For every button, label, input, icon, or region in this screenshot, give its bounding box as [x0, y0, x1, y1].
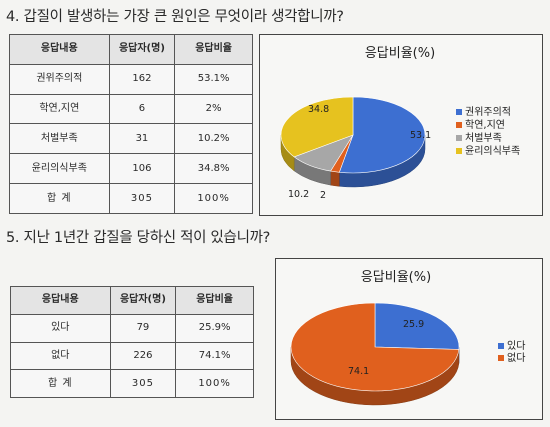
table-row: 없다 226 74.1% — [10, 341, 254, 371]
pie-value-label: 74.1 — [348, 366, 369, 377]
response-count: 162 — [108, 63, 176, 95]
column-header: 응답내용 — [9, 34, 110, 65]
legend-label: 있다 — [507, 340, 525, 352]
question-5-title: 5. 지난 1년간 갑질을 당하신 적이 있습니까? — [6, 230, 271, 246]
legend-swatch — [456, 135, 462, 141]
pie-slice-2 — [290, 302, 460, 392]
chart-title: 응답비율(%) — [361, 270, 431, 285]
column-header: 응답자(명) — [109, 286, 177, 315]
response-ratio: 10.2% — [174, 123, 253, 155]
response-label: 있다 — [10, 313, 111, 343]
legend-label: 없다 — [507, 351, 525, 364]
total-count: 305 — [108, 183, 176, 214]
legend-swatch — [498, 343, 504, 349]
legend-label: 권위주의적 — [465, 105, 511, 118]
legend-swatch — [456, 148, 462, 154]
legend-swatch — [456, 109, 462, 115]
pie-value-label: 53.1 — [410, 130, 431, 141]
q4-table: 응답내용 응답자(명) 응답비율 권위주의적 162 53.1% 학연,지연 6… — [9, 34, 253, 214]
total-label: 합 계 — [9, 183, 110, 214]
question-4-title: 4. 갑질이 발생하는 가장 큰 원인은 무엇이라 생각합니까? — [6, 9, 344, 25]
response-label: 없다 — [10, 341, 111, 371]
pie-value-label: 34.8 — [308, 104, 329, 115]
legend-swatch — [456, 122, 462, 128]
table-row: 학연,지연 6 2% — [9, 93, 253, 125]
legend-swatch — [498, 355, 504, 361]
q5-pie-chart: 응답비율(%) 25.9 74.1 있다 없다 — [275, 258, 543, 420]
response-count: 31 — [108, 123, 176, 155]
pie-value-label: 2 — [320, 190, 326, 201]
legend-label: 윤리의식부족 — [465, 145, 520, 157]
table-total-row: 합 계 305 100% — [9, 183, 253, 214]
column-header: 응답자(명) — [108, 34, 176, 65]
pie-slice-1 — [374, 302, 460, 350]
legend-label: 처벌부족 — [465, 132, 502, 144]
table-header-row: 응답내용 응답자(명) 응답비율 — [9, 34, 253, 65]
column-header: 응답내용 — [10, 286, 111, 315]
total-label: 합 계 — [10, 369, 111, 398]
response-ratio: 2% — [174, 93, 253, 125]
chart-title: 응답비율(%) — [365, 46, 435, 61]
total-count: 305 — [109, 369, 177, 398]
response-label: 처벌부족 — [9, 123, 110, 155]
table-row: 처벌부족 31 10.2% — [9, 123, 253, 155]
table-row: 윤리의식부족 106 34.8% — [9, 153, 253, 185]
pie-value-label: 25.9 — [403, 319, 424, 330]
pie-slice-1 — [338, 96, 426, 174]
column-header: 응답비율 — [175, 286, 254, 315]
q5-table: 응답내용 응답자(명) 응답비율 있다 79 25.9% 없다 226 74.1… — [10, 286, 254, 398]
response-ratio: 53.1% — [174, 63, 253, 95]
response-count: 106 — [108, 153, 176, 185]
response-label: 윤리의식부족 — [9, 153, 110, 185]
response-ratio: 25.9% — [175, 313, 254, 343]
total-ratio: 100% — [174, 183, 253, 214]
response-ratio: 34.8% — [174, 153, 253, 185]
response-label: 권위주의적 — [9, 63, 110, 95]
table-row: 있다 79 25.9% — [10, 313, 254, 343]
response-label: 학연,지연 — [9, 93, 110, 125]
column-header: 응답비율 — [174, 34, 253, 65]
response-count: 79 — [109, 313, 177, 343]
response-count: 6 — [108, 93, 176, 125]
total-ratio: 100% — [175, 369, 254, 398]
response-count: 226 — [109, 341, 177, 371]
q4-pie-chart: 응답비율(%) 53.1 2 10.2 34.8 권위주의적 학연,지연 처벌부족 윤리의식부족 — [259, 34, 543, 216]
table-total-row: 합 계 305 100% — [10, 369, 254, 398]
pie-slice-4 — [280, 96, 354, 158]
table-header-row: 응답내용 응답자(명) 응답비율 — [10, 286, 254, 315]
pie-side-slice-2 — [330, 170, 340, 187]
response-ratio: 74.1% — [175, 341, 254, 371]
pie-value-label: 10.2 — [288, 189, 309, 200]
legend-label: 학연,지연 — [465, 119, 505, 131]
table-row: 권위주의적 162 53.1% — [9, 63, 253, 95]
